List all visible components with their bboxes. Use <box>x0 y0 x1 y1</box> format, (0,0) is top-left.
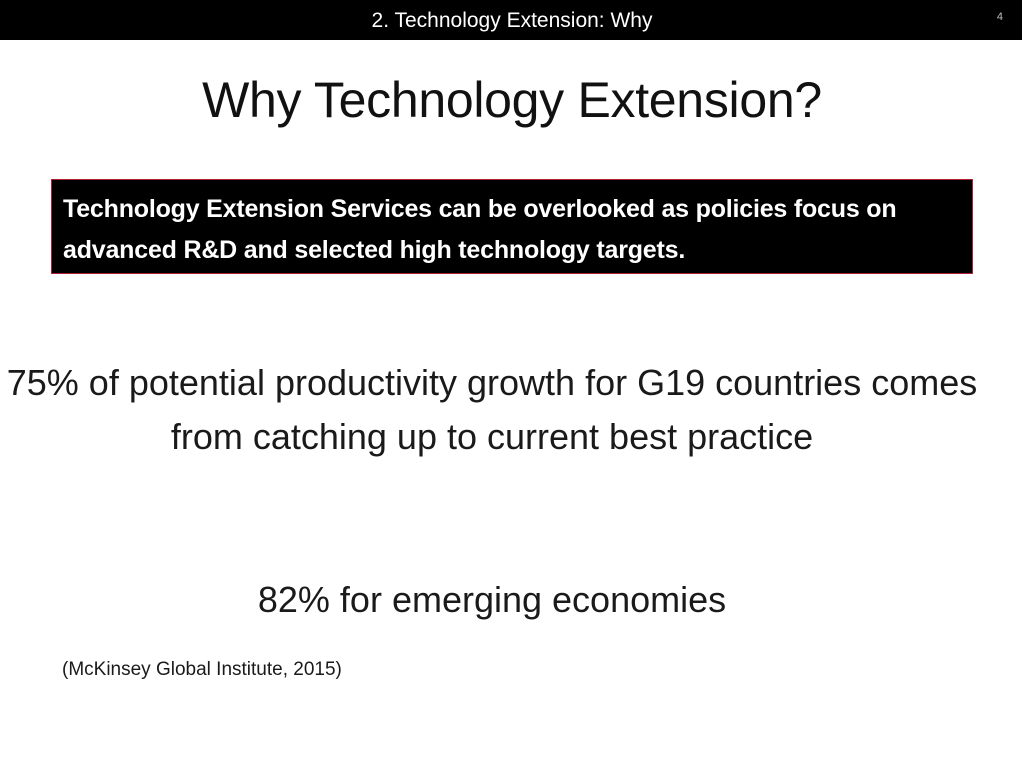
slide-title: Why Technology Extension? <box>202 72 822 128</box>
header-title: 2. Technology Extension: Why <box>371 9 653 32</box>
callout-box: Technology Extension Services can be ove… <box>51 179 973 274</box>
header-bar <box>0 0 1022 40</box>
callout-text: Technology Extension Services can be ove… <box>63 195 897 264</box>
page-number: 4 <box>996 11 1003 23</box>
citation: (McKinsey Global Institute, 2015) <box>62 659 342 680</box>
stat-secondary-text: 82% for emerging economies <box>257 579 727 620</box>
stat-main-text: 75% of potential productivity growth for… <box>6 362 978 457</box>
